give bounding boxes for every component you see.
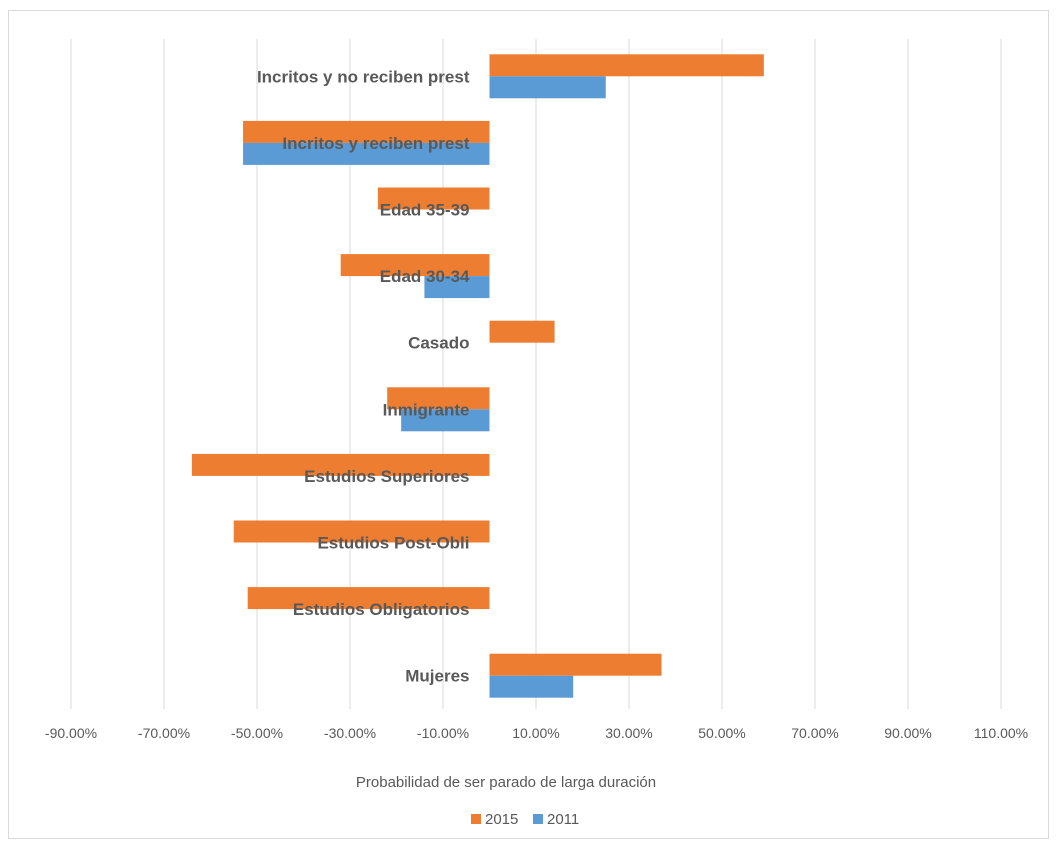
legend-swatch-2015 bbox=[471, 814, 481, 824]
x-tick-label: -30.00% bbox=[324, 725, 376, 741]
bar-chart: Incritos y no reciben prest Incritos y re… bbox=[45, 39, 1028, 828]
x-tick-label: -50.00% bbox=[231, 725, 283, 741]
bar-2011 bbox=[401, 409, 490, 432]
category-label: Casado bbox=[408, 334, 469, 353]
bar-2015 bbox=[489, 653, 662, 676]
bar-2015 bbox=[377, 187, 490, 210]
x-tick-label: 70.00% bbox=[791, 725, 838, 741]
bar-2015 bbox=[243, 120, 490, 143]
category-label: Mujeres bbox=[405, 667, 469, 686]
bar-2015 bbox=[191, 453, 490, 476]
x-tick-label: 90.00% bbox=[884, 725, 931, 741]
bar-2011 bbox=[489, 675, 574, 698]
category-label: Estudios Obligatorios bbox=[293, 600, 470, 619]
x-tick-label: 110.00% bbox=[974, 725, 1028, 741]
x-tick-label: -70.00% bbox=[138, 725, 190, 741]
x-tick-label: -10.00% bbox=[417, 725, 469, 741]
bar-2015 bbox=[387, 387, 490, 410]
legend-swatch-2011 bbox=[533, 814, 543, 824]
legend: 2015 2011 bbox=[471, 811, 579, 828]
bar-2015 bbox=[233, 520, 490, 543]
category-label: Edad 35-39 bbox=[380, 201, 470, 220]
x-tick-label: 10.00% bbox=[512, 725, 559, 741]
legend-label: 2015 bbox=[485, 811, 518, 828]
legend-label: 2011 bbox=[547, 811, 579, 828]
bar-2011 bbox=[424, 276, 490, 299]
category-label: Inmigrante bbox=[383, 400, 470, 419]
chart-frame: Incritos y no reciben prest Incritos y re… bbox=[8, 10, 1049, 839]
x-tick-label: -90.00% bbox=[45, 725, 97, 741]
category-label: Incritos y no reciben prest bbox=[257, 67, 470, 86]
category-label: Estudios Superiores bbox=[304, 467, 469, 486]
bar-2011 bbox=[489, 76, 606, 99]
bar-2015 bbox=[340, 254, 490, 277]
bars bbox=[191, 54, 764, 698]
bar-2015 bbox=[489, 320, 555, 343]
category-label: Edad 30-34 bbox=[380, 267, 470, 286]
gridlines bbox=[70, 39, 1002, 709]
bar-2015 bbox=[247, 587, 490, 610]
x-tick-labels: -90.00% -70.00% -50.00% -30.00% -10.00% 10.00… bbox=[45, 725, 1028, 741]
category-label: Estudios Post-Obli bbox=[317, 534, 469, 553]
x-tick-label: 50.00% bbox=[698, 725, 745, 741]
bar-2011 bbox=[243, 142, 490, 165]
category-labels: Incritos y no reciben prest Incritos y re… bbox=[257, 67, 470, 685]
x-axis-title: Probabilidad de ser parado de larga dura… bbox=[356, 774, 656, 791]
category-label: Incritos y reciben prest bbox=[282, 134, 469, 153]
x-tick-label: 30.00% bbox=[605, 725, 652, 741]
bar-2015 bbox=[489, 54, 764, 77]
